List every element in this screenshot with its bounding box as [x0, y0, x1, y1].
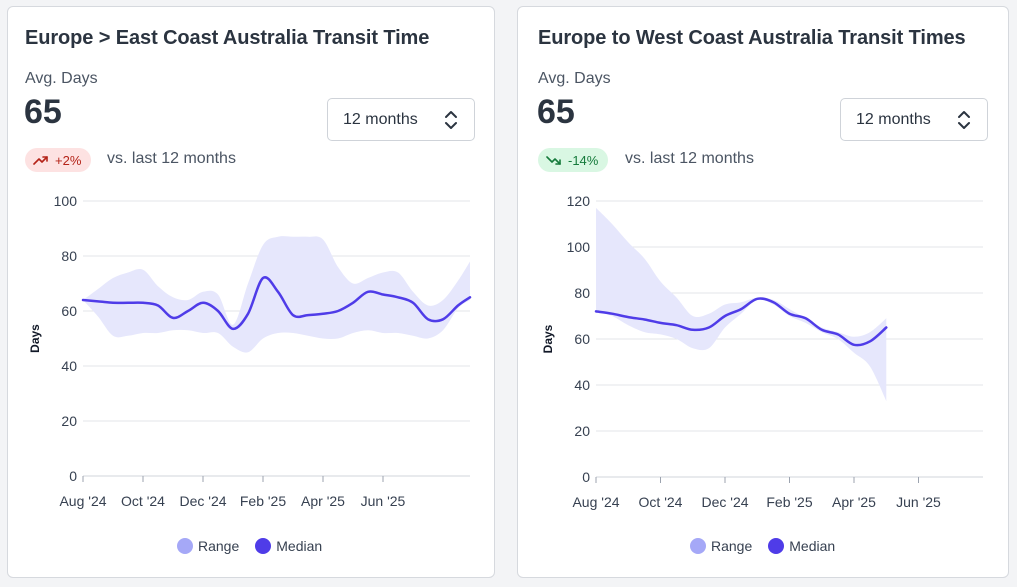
chart-legend: Range Median — [177, 538, 338, 554]
legend-label-range: Range — [198, 538, 240, 554]
x-tick-label: Dec '24 — [701, 494, 748, 510]
metric-value: 65 — [537, 93, 575, 131]
legend-label-range: Range — [711, 538, 753, 554]
change-value: -14% — [568, 152, 599, 168]
trend-up-icon — [33, 156, 48, 165]
y-tick-label: 40 — [61, 358, 77, 374]
x-tick-label: Aug '24 — [572, 494, 619, 510]
y-tick-label: 0 — [69, 468, 77, 484]
legend-item-range[interactable]: Range — [177, 538, 239, 554]
x-tick-label: Apr '25 — [301, 493, 345, 509]
compare-text: vs. last 12 months — [625, 150, 754, 167]
y-tick-label: 20 — [61, 413, 77, 429]
y-tick-label: 20 — [574, 423, 590, 439]
range-band — [596, 207, 887, 402]
legend-label-median: Median — [276, 538, 323, 554]
legend-swatch-range — [177, 538, 193, 554]
y-tick-label: 120 — [567, 193, 591, 209]
transit-time-chart: 0 20 40 60 80 100 120 Aug '24 Oct '24 Dec '24 Feb … — [541, 193, 983, 510]
legend-item-median[interactable]: Median — [768, 538, 835, 554]
legend-swatch-median — [255, 538, 272, 554]
x-tick-label: Oct '24 — [121, 493, 165, 509]
period-select[interactable]: 12 months — [327, 98, 475, 141]
legend-item-median[interactable]: Median — [255, 538, 322, 554]
metric-value: 65 — [24, 93, 62, 131]
y-tick-label: 100 — [567, 239, 591, 255]
x-tick-label: Apr '25 — [832, 494, 876, 510]
change-badge: -14% — [538, 148, 609, 172]
transit-time-chart: 0 20 40 60 80 100 Aug '24 Oct '24 Dec '24 Feb '25… — [28, 193, 472, 509]
x-tick-label: Aug '24 — [59, 493, 106, 509]
chevron-up-down-icon — [958, 111, 970, 129]
trend-down-icon — [546, 156, 561, 165]
y-tick-label: 40 — [574, 377, 590, 393]
y-tick-label: 60 — [574, 331, 590, 347]
chart-card-east-coast: Europe > East Coast Australia Transit Ti… — [7, 6, 495, 578]
x-tick-label: Jun '25 — [896, 494, 941, 510]
chart-card-west-coast: Europe to West Coast Australia Transit T… — [517, 6, 1009, 578]
x-tick-label: Feb '25 — [766, 494, 812, 510]
card-title: Europe > East Coast Australia Transit Ti… — [25, 27, 430, 49]
change-badge: +2% — [25, 148, 92, 172]
range-band — [83, 236, 470, 353]
legend-item-range[interactable]: Range — [690, 538, 752, 554]
chart-legend: Range Median — [690, 538, 851, 554]
y-tick-label: 60 — [61, 303, 77, 319]
card-title: Europe to West Coast Australia Transit T… — [538, 27, 966, 49]
y-tick-label: 80 — [574, 285, 590, 301]
y-tick-label: 80 — [61, 248, 77, 264]
y-axis-label: Days — [541, 324, 555, 353]
metric-label: Avg. Days — [25, 70, 98, 87]
median-line — [81, 276, 472, 331]
x-tick-label: Feb '25 — [240, 493, 286, 509]
compare-text: vs. last 12 months — [107, 150, 236, 167]
x-tick-label: Oct '24 — [639, 494, 683, 510]
median-line — [594, 297, 888, 347]
metric-label: Avg. Days — [538, 70, 611, 87]
legend-swatch-median — [768, 538, 785, 554]
legend-swatch-range — [690, 538, 706, 554]
period-select-value: 12 months — [343, 110, 418, 128]
period-select[interactable]: 12 months — [840, 98, 988, 141]
x-tick-label: Jun '25 — [361, 493, 406, 509]
chevron-up-down-icon — [445, 111, 457, 129]
period-select-value: 12 months — [856, 110, 931, 128]
y-tick-label: 0 — [582, 469, 590, 485]
y-tick-label: 100 — [54, 193, 78, 209]
x-tick-label: Dec '24 — [179, 493, 226, 509]
y-axis-label: Days — [28, 324, 42, 353]
legend-label-median: Median — [789, 538, 836, 554]
change-value: +2% — [55, 152, 82, 168]
